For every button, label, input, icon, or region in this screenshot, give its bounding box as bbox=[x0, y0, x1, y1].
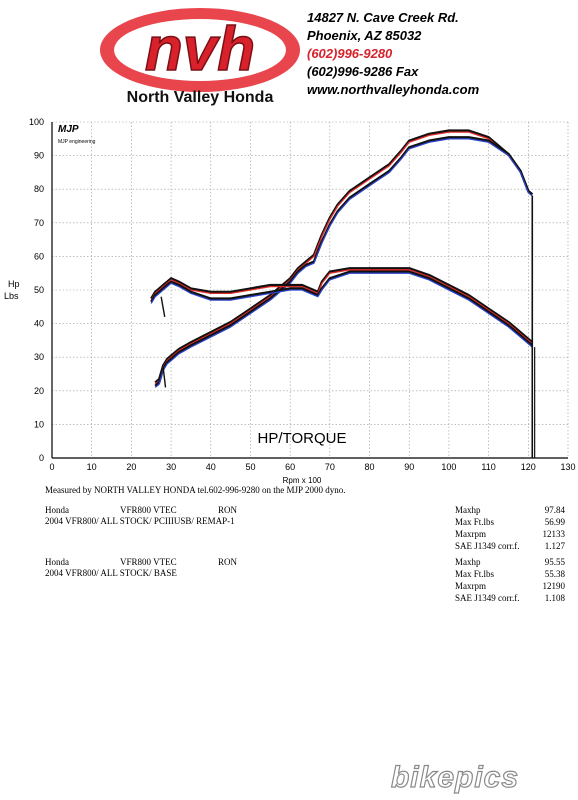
x-tick-label: 0 bbox=[49, 462, 54, 472]
run-start-hook bbox=[162, 367, 167, 388]
y-tick-label: 60 bbox=[34, 251, 44, 261]
series-line-base-torque bbox=[150, 272, 533, 348]
run1-stat-label: Maxrpm bbox=[455, 529, 486, 539]
run2-tag: RON bbox=[218, 557, 238, 567]
run1-model: VFR800 VTEC bbox=[120, 505, 177, 515]
x-tick-label: 40 bbox=[206, 462, 216, 472]
y-tick-label: 20 bbox=[34, 386, 44, 396]
x-tick-label: 70 bbox=[325, 462, 335, 472]
chart-title: HP/TORQUE bbox=[258, 430, 347, 447]
y-tick-label: 50 bbox=[34, 285, 44, 295]
run2-description: 2004 VFR800/ ALL STOCK/ BASE bbox=[45, 568, 177, 578]
series-line-remap-torque bbox=[150, 269, 533, 345]
mjp-mark: MJP bbox=[58, 124, 79, 135]
run2-stat-value: 55.38 bbox=[544, 569, 565, 579]
run2-model: VFR800 VTEC bbox=[120, 557, 177, 567]
y-tick-label: 100 bbox=[29, 117, 44, 127]
run1-description: 2004 VFR800/ ALL STOCK/ PCIIIUSB/ REMAP-… bbox=[45, 516, 235, 526]
x-tick-label: 80 bbox=[365, 462, 375, 472]
bikepics-watermark: bikepics bbox=[390, 760, 519, 794]
run1-make: Honda bbox=[45, 505, 69, 515]
run1-stat-value: 97.84 bbox=[544, 505, 565, 515]
series-line-base-hp-trace bbox=[154, 136, 534, 387]
watermark-text: bikepics bbox=[391, 761, 519, 794]
x-tick-label: 100 bbox=[441, 462, 456, 472]
run1-stat-label: Maxhp bbox=[455, 505, 481, 515]
series-line-base-torque-trace bbox=[150, 270, 534, 347]
run1-stat-value: 1.127 bbox=[544, 541, 565, 551]
run2-stat-label: Maxrpm bbox=[455, 581, 486, 591]
y-tick-label: 80 bbox=[34, 184, 44, 194]
dealer-address-line1: 14827 N. Cave Creek Rd. bbox=[307, 10, 459, 25]
series-line-remap-hp bbox=[154, 131, 533, 385]
run1-tag: RON bbox=[218, 505, 238, 515]
x-tick-label: 30 bbox=[166, 462, 176, 472]
run2-stat-value: 1.108 bbox=[544, 593, 565, 603]
chart-caption: Measured by NORTH VALLEY HONDA tel.602-9… bbox=[45, 485, 346, 495]
y-axis-label-lbs: Lbs bbox=[4, 291, 19, 301]
x-tick-label: 110 bbox=[481, 462, 495, 472]
dyno-chart: MJP MJP engineering 0 10 20 30 40 50 60 70 80 90 1… bbox=[4, 117, 576, 485]
dealer-website: www.northvalleyhonda.com bbox=[307, 82, 480, 97]
x-tick-label: 60 bbox=[285, 462, 295, 472]
y-tick-label: 40 bbox=[34, 319, 44, 329]
dealer-address-line2: Phoenix, AZ 85032 bbox=[307, 28, 422, 43]
chart-series bbox=[150, 129, 536, 458]
logo-subtitle: North Valley Honda bbox=[127, 89, 274, 106]
run2-stat-label: Max Ft.lbs bbox=[455, 569, 495, 579]
y-tick-label: 90 bbox=[34, 151, 44, 161]
y-axis-label-hp: Hp bbox=[8, 279, 20, 289]
run2-stat-label: Maxhp bbox=[455, 557, 481, 567]
series-line-remap-torque-trace bbox=[150, 267, 534, 344]
run1-stat-value: 12133 bbox=[542, 529, 566, 539]
series-line-base-hp bbox=[154, 138, 533, 388]
x-tick-label: 90 bbox=[404, 462, 414, 472]
run1-stat-value: 56.99 bbox=[544, 517, 565, 527]
y-tick-label: 70 bbox=[34, 218, 44, 228]
x-tick-label: 20 bbox=[126, 462, 136, 472]
y-tick-label: 0 bbox=[39, 453, 44, 463]
chart-axes: 0 10 20 30 40 50 60 70 80 90 100 110 120 130 0 10 20 30 40… bbox=[29, 117, 576, 472]
dealer-fax: (602)996-9286 Fax bbox=[307, 64, 419, 79]
run2-stat-value: 95.55 bbox=[544, 557, 565, 567]
run1-stat-label: Max Ft.lbs bbox=[455, 517, 495, 527]
run1-stat-label: SAE J1349 corr.f. bbox=[455, 541, 520, 551]
run-start-hook bbox=[160, 296, 166, 318]
x-tick-label: 10 bbox=[87, 462, 97, 472]
x-tick-label: 130 bbox=[560, 462, 575, 472]
run2-make: Honda bbox=[45, 557, 69, 567]
logo-text: nvh bbox=[145, 15, 255, 84]
run2-stat-value: 12190 bbox=[542, 581, 566, 591]
mjp-name: MJP engineering bbox=[58, 139, 96, 145]
dealer-phone: (602)996-9280 bbox=[307, 46, 393, 61]
x-tick-label: 50 bbox=[245, 462, 255, 472]
y-tick-label: 30 bbox=[34, 352, 44, 362]
y-tick-label: 10 bbox=[34, 419, 44, 429]
north-valley-honda-logo: nvh North Valley Honda bbox=[100, 8, 300, 106]
run2-stat-label: SAE J1349 corr.f. bbox=[455, 593, 520, 603]
x-axis-label: Rpm x 100 bbox=[283, 476, 322, 485]
mjp-engineering-logo: MJP MJP engineering bbox=[58, 124, 96, 145]
x-tick-label: 120 bbox=[521, 462, 536, 472]
